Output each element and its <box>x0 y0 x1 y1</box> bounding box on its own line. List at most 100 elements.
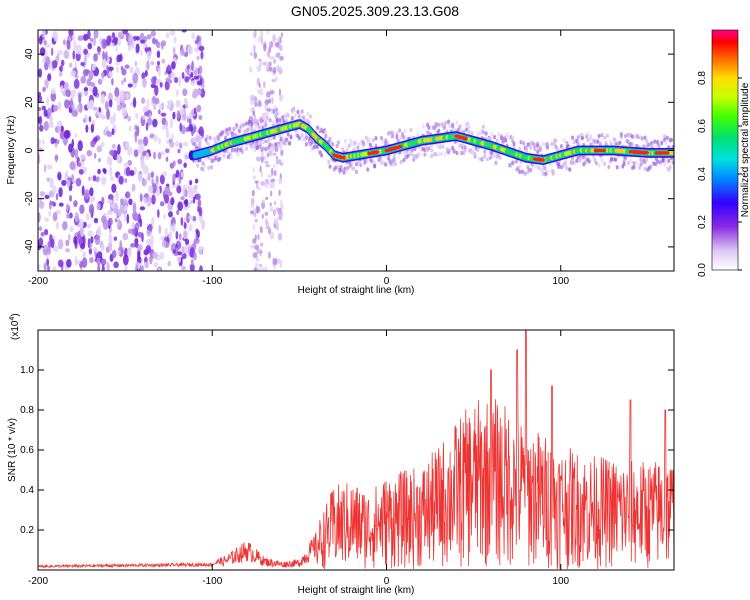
noise-streak <box>273 170 277 176</box>
noise-blob <box>74 255 78 266</box>
noise-blob <box>42 86 46 92</box>
noise-streak <box>260 181 265 186</box>
noise-blob <box>140 49 143 56</box>
noise-blob <box>83 221 87 228</box>
noise-streak <box>263 155 267 160</box>
noise-blob <box>145 122 149 131</box>
noise-blob <box>190 258 194 266</box>
noise-blob <box>146 98 150 110</box>
noise-blob <box>158 67 161 77</box>
ridge-halo <box>292 108 296 113</box>
ridge-halo <box>643 135 647 140</box>
noise-blob <box>167 100 173 105</box>
x-tick-label: 100 <box>552 576 569 587</box>
noise-blob <box>58 202 64 207</box>
ridge-halo <box>541 141 545 147</box>
noise-streak <box>253 51 258 59</box>
noise-blob <box>66 213 70 219</box>
noise-blob <box>101 71 105 78</box>
noise-blob <box>153 135 159 142</box>
ridge-halo <box>269 136 273 141</box>
ridge-halo <box>665 135 669 141</box>
ridge-halo <box>643 166 647 172</box>
ridge-halo <box>597 133 601 139</box>
noise-blob <box>161 42 164 50</box>
ridge-halo <box>391 134 395 139</box>
noise-blob <box>130 242 136 248</box>
noise-blob <box>69 161 76 171</box>
colorbar-ticks: 0.0 0.2 0.4 0.6 0.8 <box>697 71 742 277</box>
ridge-halo <box>452 148 456 153</box>
noise-blob <box>155 79 161 85</box>
ridge-halo <box>512 142 516 148</box>
noise-blob <box>142 164 149 175</box>
noise-blob <box>181 72 185 80</box>
ridge-halo <box>416 132 420 137</box>
noise-blob <box>140 158 145 168</box>
ridge-halo <box>498 155 502 160</box>
y-tick-label: 0.4 <box>20 485 34 496</box>
noise-blob <box>111 128 115 136</box>
noise-blob <box>189 263 195 271</box>
noise-blob <box>137 261 141 271</box>
noise-blob <box>103 168 107 175</box>
y-tick-label: -20 <box>24 191 35 206</box>
ridge-halo <box>667 158 671 163</box>
ridge-halo <box>539 145 543 150</box>
ridge-halo <box>331 142 335 147</box>
spectrogram-panel: -200 -100 0 100 40 20 0 -20 -40 Height of strai… <box>6 29 750 296</box>
noise-blob <box>89 257 94 264</box>
noise-streak <box>268 55 274 60</box>
ridge-halo <box>348 143 352 148</box>
ridge-halo <box>355 169 359 175</box>
noise-blob <box>111 143 117 150</box>
noise-streak <box>271 181 275 189</box>
ridge-halo <box>473 152 477 157</box>
ridge-halo <box>598 140 602 146</box>
noise-blob <box>90 197 94 204</box>
noise-blob <box>57 50 63 56</box>
ridge-halo <box>663 134 667 139</box>
ridge-halo <box>551 168 555 174</box>
ridge-halo <box>600 158 604 163</box>
noise-blob <box>68 62 73 68</box>
noise-blob <box>109 42 115 47</box>
noise-blob <box>57 101 62 111</box>
noise-blob <box>80 61 85 67</box>
ridge-halo <box>201 167 205 172</box>
noise-blob <box>78 93 82 104</box>
noise-blob <box>201 221 205 231</box>
noise-blob <box>93 246 98 252</box>
noise-streak <box>276 37 281 41</box>
noise-streak <box>252 223 256 231</box>
noise-blob <box>160 151 165 156</box>
ridge-halo <box>242 122 246 128</box>
noise-blob <box>182 141 189 147</box>
ridge-halo <box>387 131 391 136</box>
noise-blob <box>93 152 97 159</box>
noise-blob <box>94 235 101 246</box>
noise-streak <box>256 101 262 107</box>
noise-blob <box>109 166 113 177</box>
noise-blob <box>55 193 59 201</box>
noise-streak <box>279 55 284 61</box>
ridge-halo <box>532 164 536 169</box>
noise-blob <box>53 30 59 42</box>
noise-blob <box>174 76 179 84</box>
noise-streak <box>271 96 274 105</box>
ridge-halo <box>230 133 234 139</box>
ridge-halo <box>275 117 279 122</box>
ridge-halo <box>334 165 338 170</box>
noise-blob <box>109 149 115 156</box>
ridge-halo <box>320 153 324 158</box>
noise-blob <box>183 230 188 240</box>
noise-blob <box>106 155 113 166</box>
y-tick-label: 0.8 <box>20 405 34 416</box>
noise-streak <box>278 177 283 185</box>
ridge-halo <box>465 127 469 132</box>
noise-blob <box>142 106 148 113</box>
noise-blob <box>38 226 43 232</box>
noise-blob <box>43 120 49 131</box>
noise-blob <box>38 147 44 153</box>
ridge-halo <box>624 133 628 139</box>
